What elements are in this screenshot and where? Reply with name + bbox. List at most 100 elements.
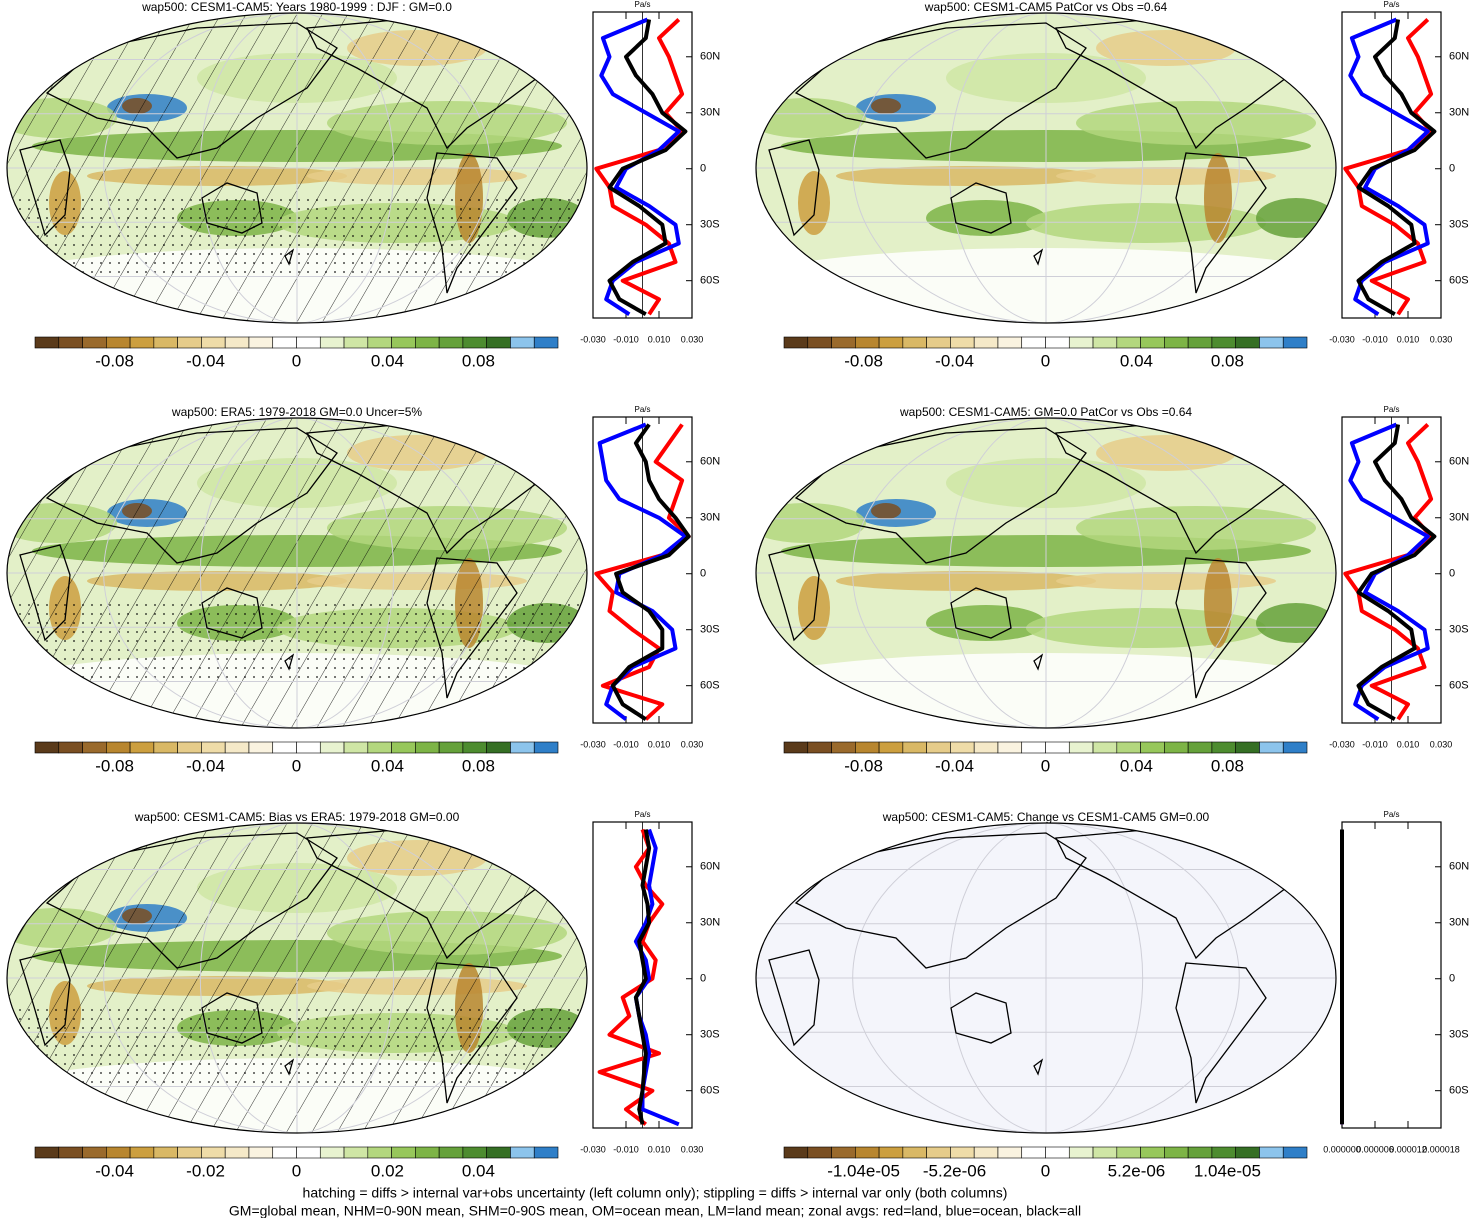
y-tick-label: 0: [1449, 973, 1455, 985]
colorbar-label: 5.2e-06: [1108, 1161, 1166, 1180]
y-tick-label: 30S: [1449, 1029, 1469, 1041]
colorbar-box: [1282, 741, 1308, 754]
y-tick-label: 60S: [1449, 275, 1469, 287]
field-blob: [926, 200, 1046, 236]
colorbar-label: 0.04: [1120, 756, 1153, 775]
colorbar-box: [58, 1146, 83, 1159]
colorbar-box: [1187, 336, 1213, 349]
colorbar-box: [1092, 336, 1118, 349]
map-border: [755, 417, 1337, 729]
y-tick-label: 30S: [1449, 219, 1469, 231]
colorbar-label: 0.04: [1120, 351, 1153, 370]
coastline: [1033, 248, 1044, 266]
colorbar-box: [82, 1146, 107, 1159]
panel-title: wap500: CESM1-CAM5: Change vs CESM1-CAM5…: [882, 810, 1210, 824]
colorbar-box: [1021, 1146, 1046, 1159]
colorbar-box: [201, 741, 226, 754]
colorbar-box: [997, 741, 1023, 754]
colorbar-box: [1021, 741, 1046, 754]
zonal-mean-line: [633, 829, 652, 1125]
colorbar-label: -0.08: [844, 351, 883, 370]
x-tick-label: -0.010: [613, 1144, 639, 1154]
x-tick-label: -0.030: [1329, 334, 1355, 344]
colorbar-box: [106, 336, 131, 349]
profile-unit: Pa/s: [1383, 0, 1399, 9]
colorbar-box: [415, 1146, 440, 1159]
map-border: [755, 12, 1337, 324]
colorbar-box: [153, 741, 178, 754]
colorbar-box: [878, 336, 904, 349]
colorbar-box: [855, 741, 880, 754]
x-tick-label: -0.010: [1362, 739, 1388, 749]
coastline: [794, 832, 1087, 969]
colorbar-box: [415, 741, 440, 754]
y-tick-label: 30N: [700, 107, 720, 119]
y-tick-label: 60N: [700, 456, 720, 468]
field-blob: [871, 503, 901, 519]
y-tick-label: 0: [700, 568, 706, 580]
field-blob: [926, 605, 1046, 641]
colorbar-label: 1.04e-05: [1194, 1161, 1261, 1180]
y-tick-label: 60S: [700, 1085, 720, 1097]
map: [7, 418, 587, 728]
map-border: [6, 417, 588, 729]
colorbar-box: [926, 336, 951, 349]
panel-title: wap500: CESM1-CAM5: GM=0.0 PatCor vs Obs…: [899, 405, 1192, 419]
colorbar-box: [129, 1146, 155, 1159]
map-border: [6, 822, 588, 1134]
colorbar-box: [997, 1146, 1023, 1159]
colorbar-box: [486, 1146, 511, 1159]
coastline: [19, 949, 71, 1047]
colorbar-box: [1164, 741, 1189, 754]
colorbar-box: [1282, 336, 1308, 349]
colorbar-box: [1235, 336, 1260, 349]
zonal-mean-line: [1356, 19, 1437, 317]
map: [756, 13, 1336, 323]
colorbar-box: [1259, 336, 1284, 349]
field-blob: [1096, 435, 1236, 471]
colorbar-label: -0.04: [935, 756, 974, 775]
zonal-mean-line: [594, 423, 691, 721]
colorbar-box: [878, 741, 904, 754]
coastline: [201, 992, 263, 1044]
colorbar-label: 0.08: [462, 756, 495, 775]
coastline: [1175, 557, 1267, 699]
colorbar-box: [462, 1146, 487, 1159]
colorbar-box: [82, 336, 107, 349]
colorbar-box: [248, 336, 274, 349]
y-tick-label: 30N: [1449, 917, 1469, 929]
colorbar-box: [1116, 336, 1141, 349]
colorbar-box: [950, 741, 975, 754]
zonal-mean-line: [610, 423, 691, 721]
colorbar-box: [438, 336, 464, 349]
coastline: [201, 587, 263, 639]
field-blob: [798, 576, 830, 640]
y-tick-label: 60N: [1449, 456, 1469, 468]
colorbar-box: [224, 336, 250, 349]
zonal-mean-line: [607, 19, 688, 317]
colorbar-box: [1259, 741, 1284, 754]
field-blob: [1056, 572, 1276, 590]
colorbar-box: [34, 741, 60, 754]
colorbar-box: [783, 1146, 809, 1159]
colorbar-box: [807, 1146, 832, 1159]
coastline: [426, 962, 518, 1104]
colorbar-box: [807, 336, 832, 349]
coastline: [426, 557, 518, 699]
coastline: [284, 653, 295, 671]
colorbar-label: 0.02: [371, 1161, 404, 1180]
y-tick-label: 30N: [1449, 107, 1469, 119]
colorbar-box: [319, 336, 345, 349]
colorbar-box: [1211, 741, 1236, 754]
colorbar-box: [902, 741, 927, 754]
colorbar-box: [902, 336, 927, 349]
coastline: [950, 992, 1012, 1044]
field-blob: [1076, 506, 1316, 550]
coastline: [1033, 653, 1044, 671]
colorbar-box: [950, 336, 975, 349]
profile-unit: Pa/s: [634, 405, 650, 414]
colorbar-box: [783, 336, 809, 349]
colorbar-box: [438, 1146, 464, 1159]
colorbar-box: [1164, 336, 1189, 349]
